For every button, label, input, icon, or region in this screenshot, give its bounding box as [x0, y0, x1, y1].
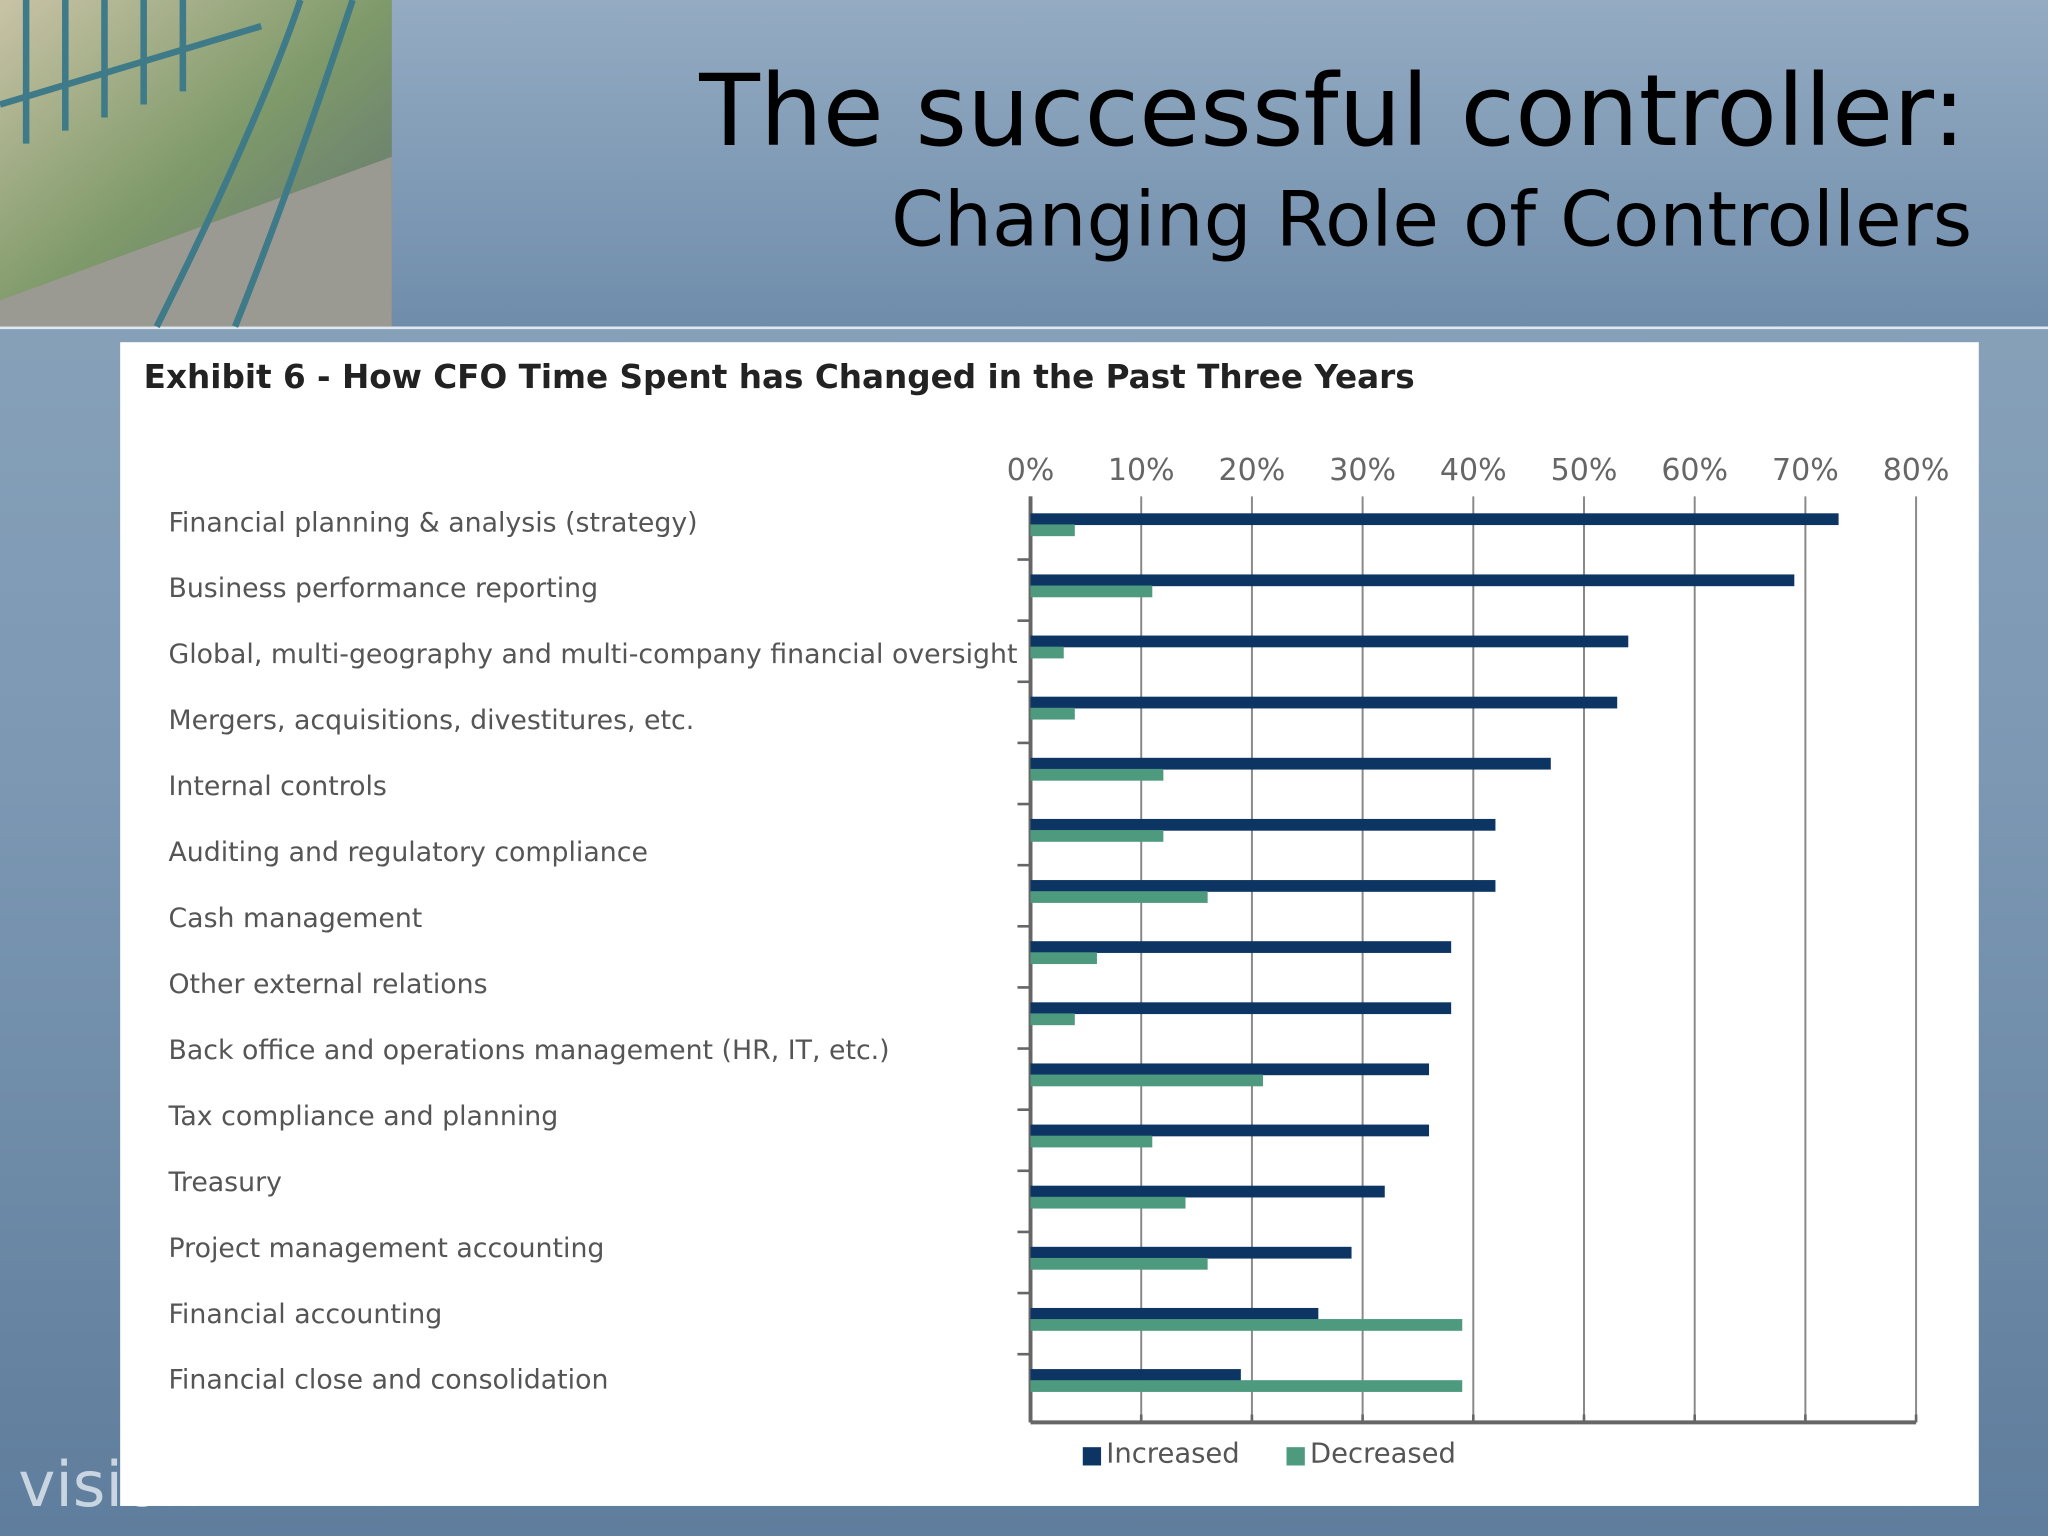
legend-label: Increased [1106, 1439, 1239, 1470]
y-tick-label: Project management accounting [168, 1233, 604, 1264]
bar [1030, 1185, 1385, 1198]
y-tick-label: Other external relations [168, 969, 487, 1000]
bar [1030, 941, 1452, 953]
y-tick-label: Global, multi-geography and multi-compan… [168, 639, 1017, 670]
bar [1030, 585, 1153, 598]
bar [1030, 696, 1618, 709]
bar [1030, 1369, 1241, 1381]
bar [1030, 1063, 1430, 1076]
legend-swatch [1286, 1447, 1305, 1466]
bar [1030, 1246, 1352, 1259]
y-tick-label: Financial accounting [168, 1299, 442, 1330]
bar [1030, 1319, 1463, 1331]
bar [1030, 1307, 1319, 1320]
bar [1030, 635, 1629, 648]
bar [1030, 1013, 1075, 1026]
chart-title: Exhibit 6 - How CFO Time Spent has Chang… [144, 358, 1415, 396]
bar [1030, 757, 1551, 770]
slide-subtitle: Changing Role of Controllers [891, 176, 1972, 264]
bar [1030, 707, 1075, 720]
y-tick-label: Business performance reporting [168, 573, 598, 604]
x-tick-label: 80% [1883, 453, 1950, 488]
bar [1030, 1074, 1263, 1087]
bar [1030, 1135, 1153, 1148]
y-tick-label: Tax compliance and planning [167, 1101, 558, 1132]
x-tick-label: 10% [1108, 453, 1175, 488]
x-tick-label: 20% [1219, 453, 1286, 488]
bar [1030, 818, 1496, 831]
y-tick-label: Financial planning & analysis (strategy) [168, 507, 697, 538]
y-tick-label: Back office and operations management (H… [168, 1035, 889, 1066]
plot: 0% 10% 20% 30% 40% 50% 60% 70% 80% Financial plan… [167, 453, 1949, 1470]
y-tick-label: Treasury [167, 1167, 282, 1198]
bar [1030, 880, 1496, 892]
x-tick-label: 70% [1772, 453, 1839, 488]
photo [0, 0, 392, 328]
bar [1030, 646, 1064, 659]
y-tick-label: Financial close and consolidation [168, 1365, 608, 1396]
bar [1030, 1196, 1186, 1209]
bar [1030, 830, 1164, 842]
y-tick-label: Cash management [168, 903, 422, 934]
y-tick-label: Mergers, acquisitions, divestitures, etc… [168, 705, 694, 736]
bar [1030, 891, 1208, 903]
legend-label: Decreased [1310, 1439, 1456, 1470]
x-tick-label: 60% [1661, 453, 1728, 488]
x-tick-label: 50% [1551, 453, 1618, 488]
bar [1030, 524, 1075, 537]
bar [1030, 513, 1839, 526]
legend-swatch [1082, 1447, 1102, 1466]
y-tick-label: Internal controls [168, 771, 386, 802]
x-tick-label: 0% [1007, 453, 1055, 488]
slide-title: The successful controller: [698, 54, 1966, 169]
bar [1030, 952, 1097, 965]
x-tick-label: 30% [1329, 453, 1396, 488]
bar [1030, 1380, 1463, 1392]
x-tick-label: 40% [1440, 453, 1507, 488]
y-tick-label: Auditing and regulatory compliance [168, 837, 647, 868]
bar [1030, 1257, 1208, 1270]
bar [1030, 1002, 1452, 1015]
bar [1030, 768, 1164, 781]
bar [1030, 1124, 1430, 1137]
bar [1030, 574, 1795, 587]
